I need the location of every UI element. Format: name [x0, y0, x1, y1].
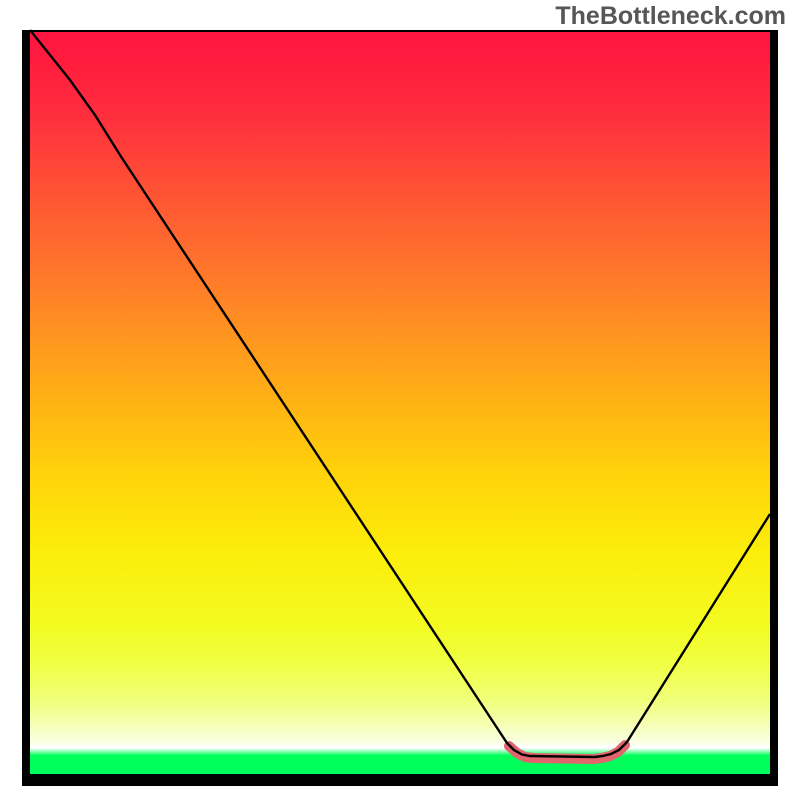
plot-black-frame	[22, 30, 778, 786]
chart-container: TheBottleneck.com	[0, 0, 800, 800]
watermark-text: TheBottleneck.com	[555, 2, 786, 31]
